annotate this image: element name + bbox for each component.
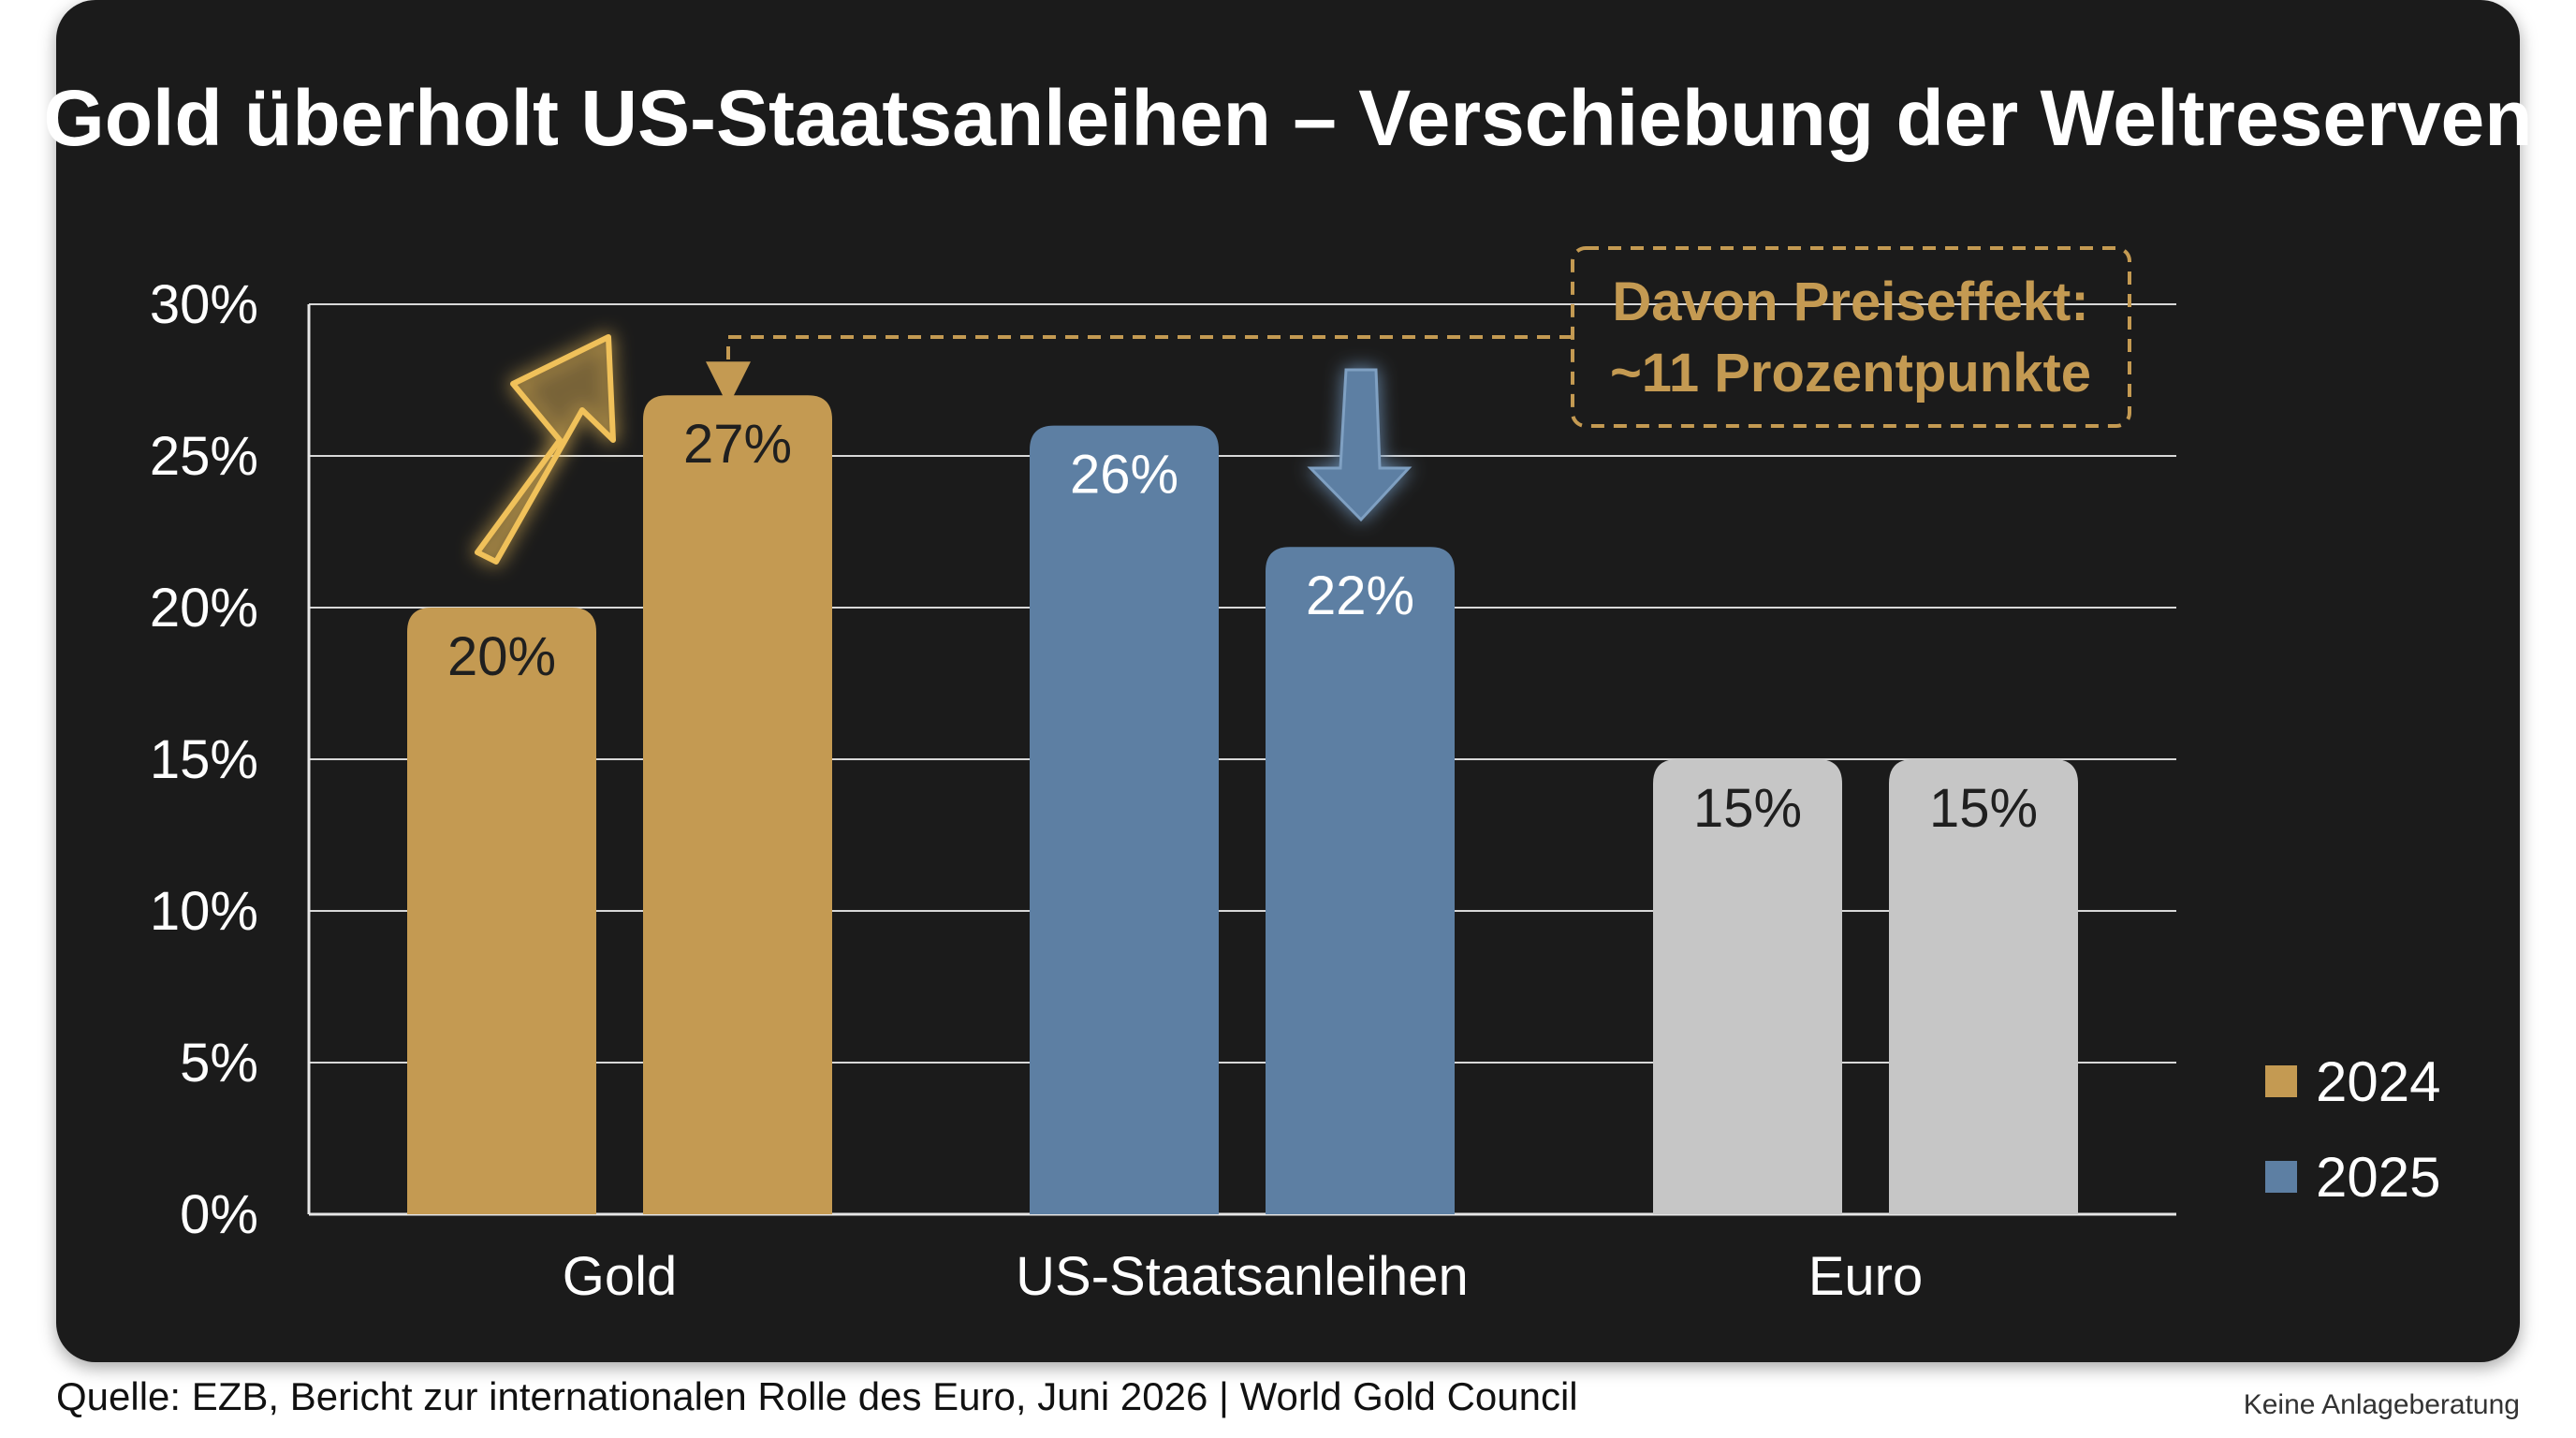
bar	[1653, 759, 1842, 1214]
y-tick-label: 30%	[150, 274, 258, 335]
data-label: 15%	[1929, 778, 2038, 839]
legend-item-2025: 2025	[2265, 1146, 2440, 1209]
down-trend-arrow-icon	[1307, 368, 1412, 522]
bar	[643, 395, 832, 1214]
x-category-label: US-Staatsanleihen	[1016, 1246, 1469, 1307]
bar	[1266, 547, 1455, 1214]
y-tick-label: 25%	[150, 426, 258, 487]
legend-label-2025: 2025	[2316, 1145, 2441, 1209]
data-label: 20%	[447, 626, 556, 687]
data-label: 26%	[1070, 445, 1178, 506]
data-label: 15%	[1693, 778, 1802, 839]
annotation-text-line1: Davon Preiseffekt:	[1612, 271, 2088, 332]
source-note: Quelle: EZB, Bericht zur internationalen…	[56, 1374, 1578, 1418]
bar	[407, 608, 596, 1214]
x-category-label: Euro	[1808, 1246, 1924, 1307]
chart-legend: 2024 2025	[2265, 1050, 2440, 1244]
data-label: 22%	[1306, 565, 1414, 626]
legend-swatch-2024	[2265, 1065, 2297, 1097]
chart-title: Gold überholt US-Staatsanleihen – Versch…	[43, 74, 2533, 162]
y-tick-label: 5%	[180, 1033, 258, 1093]
legend-swatch-2025	[2265, 1161, 2297, 1193]
x-category-label: Gold	[563, 1246, 678, 1307]
data-label: 27%	[683, 414, 792, 475]
disclaimer-note: Keine Anlageberatung	[2243, 1389, 2520, 1420]
y-tick-label: 0%	[180, 1184, 258, 1245]
bar	[1030, 425, 1219, 1215]
annotation-leader-line	[706, 335, 1573, 407]
legend-label-2024: 2024	[2316, 1049, 2441, 1113]
annotation-text-line2: ~11 Prozentpunkte	[1610, 343, 2091, 404]
bar	[1889, 759, 2078, 1214]
y-tick-label: 10%	[150, 881, 258, 942]
legend-item-2024: 2024	[2265, 1050, 2440, 1113]
y-tick-label: 15%	[150, 729, 258, 790]
y-tick-label: 20%	[150, 578, 258, 638]
up-trend-arrow-icon	[475, 334, 616, 565]
